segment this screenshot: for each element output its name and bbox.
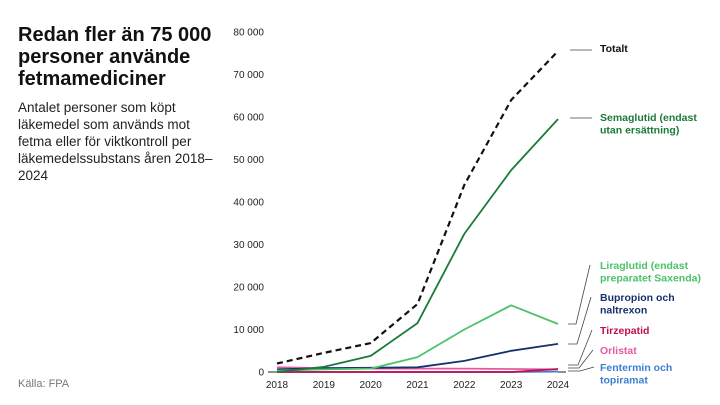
series-line-liraglutid-endast-preparatet-saxenda: [276, 304, 559, 372]
x-tick-label: 2020: [360, 380, 383, 391]
leader-line-liraglutid-endast-preparatet-saxenda: [568, 264, 591, 325]
y-tick-label: 80 000: [233, 28, 264, 39]
y-tick-label: 30 000: [233, 240, 264, 251]
series-line-totalt: [276, 50, 559, 365]
source-note: Källa: FPA: [18, 378, 70, 390]
y-tick-label: 70 000: [233, 70, 264, 81]
series-lines: [276, 50, 559, 373]
x-tick-label: 2022: [453, 380, 476, 391]
series-label-totalt: Totalt: [600, 43, 628, 55]
x-tick-label: 2018: [266, 380, 289, 391]
x-tick-label: 2024: [547, 380, 570, 391]
series-label-liraglutid-endast-preparatet-saxenda: Liraglutid (endast preparatet Saxenda): [600, 260, 701, 285]
x-axis: 2018 2019 2020 2021 2022 2023 2024: [266, 371, 570, 391]
x-tick-label: 2023: [500, 380, 523, 391]
series-labels: Totalt Semaglutid (endast utan ersättning)…: [568, 43, 701, 387]
chart-subtitle: Antalet personer som köpt läkemedel som …: [18, 100, 213, 183]
series-line-tirzepatid: [277, 368, 559, 373]
series-line-semaglutid-endast-utan-ersättning: [276, 118, 559, 373]
series-label-fentermin-och-topiramat: Fentermin och topiramat: [600, 362, 672, 387]
leader-line-fentermin-och-topiramat: [568, 366, 595, 372]
x-tick-label: 2019: [313, 380, 336, 391]
leader-line-bupropion-och-naltrexon: [568, 296, 592, 345]
y-tick-label: 40 000: [233, 198, 264, 209]
series-label-tirzepatid: Tirzepatid: [600, 325, 649, 337]
y-axis: 0 10 000 20 000 30 000 40 000 50 000 60 000 70 …: [233, 28, 264, 379]
y-tick-label: 0: [258, 368, 264, 379]
y-tick-label: 20 000: [233, 283, 264, 294]
x-tick-label: 2021: [406, 380, 429, 391]
series-label-semaglutid-endast-utan-ersättning: Semaglutid (endast utan ersättning): [600, 112, 697, 137]
chart-title: Redan fler än 75 000 personer använde fe…: [18, 24, 212, 90]
series-line-bupropion-och-naltrexon: [276, 343, 559, 371]
y-tick-label: 60 000: [233, 113, 264, 124]
leader-line-orlistat: [568, 349, 594, 369]
y-tick-label: 50 000: [233, 155, 264, 166]
leader-line-tirzepatid: [568, 329, 593, 366]
y-tick-label: 10 000: [233, 325, 264, 336]
series-label-bupropion-och-naltrexon: Bupropion och naltrexon: [600, 292, 675, 317]
series-label-orlistat: Orlistat: [600, 345, 637, 357]
